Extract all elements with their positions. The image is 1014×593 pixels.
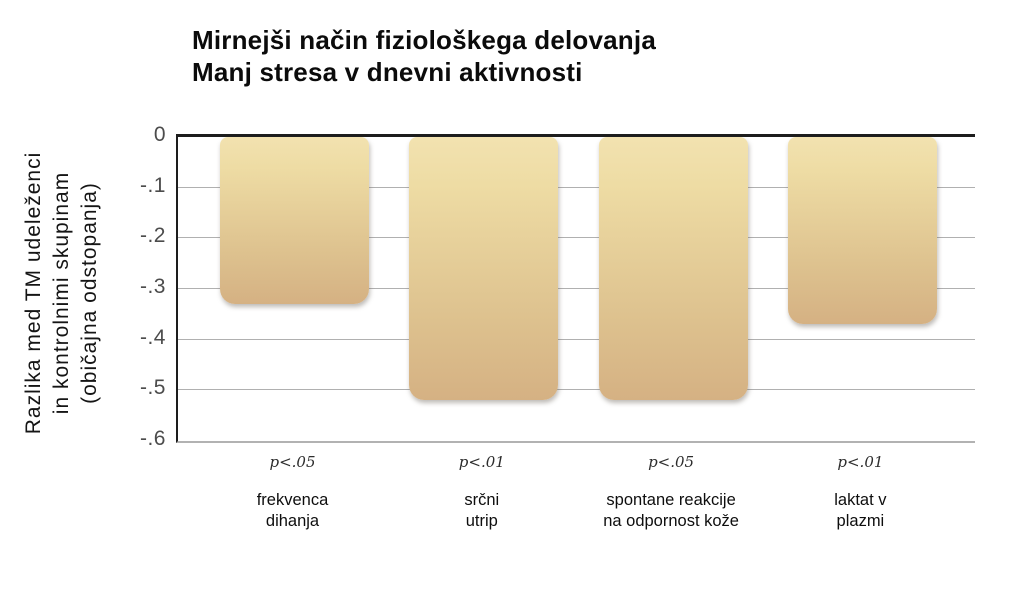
gridline--.4: [178, 338, 975, 340]
category-label-line: spontane reakcije: [606, 491, 736, 509]
chart-title-line1: Mirnejši način fiziološkega delovanja: [192, 25, 656, 55]
p-value-label-2: p<.01: [458, 453, 505, 471]
y-axis-title-line2: in kontrolnimi skupinam: [50, 171, 73, 415]
category-label-4: laktat v plazmi: [750, 490, 970, 532]
gridline--.3: [178, 288, 975, 289]
category-label-line: laktat v: [834, 491, 887, 509]
y-axis-title-line3: (običajna odstopanja): [78, 182, 101, 404]
gridline--.1: [178, 186, 975, 188]
y-tick-label--.5: -.5: [139, 376, 166, 400]
category-label-3: spontane reakcije na odpornost kože: [561, 490, 781, 532]
category-label-line: dihanja: [265, 512, 320, 530]
chart-title: Mirnejši način fiziološkega delovanja Ma…: [192, 24, 656, 88]
bar-laktat-v-plazmi: [787, 137, 937, 325]
y-tick-label--.6: -.6: [139, 427, 166, 450]
category-label-line: na odpornost kože: [603, 512, 739, 530]
category-label-1: frekvenca dihanja: [183, 490, 403, 532]
y-tick-label--.1: -.1: [139, 173, 166, 197]
plot-area: [176, 134, 975, 443]
p-value-label-4: p<.01: [837, 453, 884, 471]
chart-title-line2: Manj stresa v dnevni aktivnosti: [192, 57, 583, 87]
y-tick-label-0: 0: [153, 123, 166, 146]
p-value-label-1: p<.05: [269, 453, 316, 471]
p-value-label-3: p<.05: [648, 453, 695, 471]
y-axis-title-line1: Razlika med TM udeleženci: [22, 151, 45, 435]
category-label-2: srčni utrip: [372, 490, 592, 532]
bar-srčni-utrip: [409, 137, 559, 401]
y-tick-label--.4: -.4: [139, 325, 166, 349]
gridline--.5: [178, 389, 975, 391]
bar-spontane-reakcije-na-odpornost-kože: [598, 137, 748, 401]
category-label-line: frekvenca: [256, 491, 329, 509]
category-label-line: utrip: [465, 512, 498, 530]
y-axis-title: Razlika med TM udeleženci in kontrolnimi…: [20, 123, 106, 463]
y-tick-label--.2: -.2: [139, 224, 166, 248]
category-label-line: srčni: [464, 491, 500, 509]
bar-frekvenca-dihanja: [220, 137, 369, 305]
gridline--.2: [178, 237, 975, 239]
category-label-line: plazmi: [836, 512, 885, 530]
y-tick-label--.3: -.3: [139, 275, 166, 298]
